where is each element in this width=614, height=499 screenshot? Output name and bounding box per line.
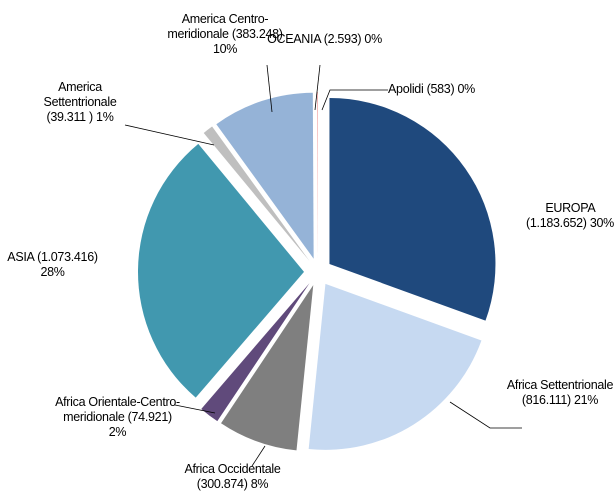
pie-slice bbox=[203, 126, 310, 261]
category-name: Apolidi bbox=[388, 82, 424, 96]
value-label: (300.874) 8% bbox=[196, 477, 269, 491]
slice-label: ASIA (1.073.416) 28% bbox=[5, 250, 100, 280]
pie-slice bbox=[138, 143, 305, 398]
value-label: (583) 0% bbox=[426, 82, 476, 96]
category-name: Africa Orientale-Centro-meridionale bbox=[55, 395, 180, 424]
category-name: EUROPA bbox=[545, 201, 595, 215]
slice-label: OCEANIA (2.593) 0% bbox=[262, 32, 387, 47]
slice-label: Africa Occidentale (300.874) 8% bbox=[170, 462, 295, 492]
value-label: (2.593) 0% bbox=[323, 32, 382, 46]
slice-label: Apolidi (583) 0% bbox=[388, 82, 508, 97]
leader-line bbox=[321, 89, 388, 111]
slice-label: Africa Settentrionale (816.111) 21% bbox=[505, 378, 614, 408]
leader-line bbox=[449, 401, 522, 429]
leader-line bbox=[314, 64, 321, 111]
category-name: America Settentrionale bbox=[43, 80, 117, 109]
category-name: America Centro-meridionale bbox=[167, 12, 269, 41]
value-label: (1.183.652) 30% bbox=[526, 216, 614, 230]
leader-line bbox=[251, 445, 266, 467]
category-name: Africa Occidentale bbox=[184, 462, 281, 476]
leader-line bbox=[266, 64, 273, 113]
value-label: (39.311 ) 1% bbox=[46, 110, 114, 124]
value-label: (383.248) 10% bbox=[212, 27, 283, 56]
slice-label: EUROPA (1.183.652) 30% bbox=[520, 201, 614, 231]
slice-label: America Centro-meridionale (383.248) 10% bbox=[155, 12, 295, 57]
value-label: (816.111) 21% bbox=[521, 393, 599, 407]
pie-slice bbox=[221, 285, 314, 451]
pie-slice bbox=[308, 283, 482, 450]
pie-slice bbox=[317, 92, 318, 259]
value-label: (1.073.416) 28% bbox=[37, 250, 98, 279]
category-name: Africa Settentrionale bbox=[506, 378, 614, 392]
pie-slice bbox=[216, 92, 314, 259]
category-name: ASIA bbox=[7, 250, 34, 264]
slice-label: Africa Orientale-Centro-meridionale (74.… bbox=[55, 395, 180, 440]
pie-slice bbox=[201, 283, 310, 422]
value-label: (74.921) 2% bbox=[108, 410, 172, 439]
leader-line bbox=[174, 404, 216, 414]
leader-line bbox=[124, 124, 215, 146]
category-name: OCEANIA bbox=[267, 32, 321, 46]
pie-slice bbox=[329, 97, 496, 321]
slice-label: America Settentrionale (39.311 ) 1% bbox=[30, 80, 130, 125]
